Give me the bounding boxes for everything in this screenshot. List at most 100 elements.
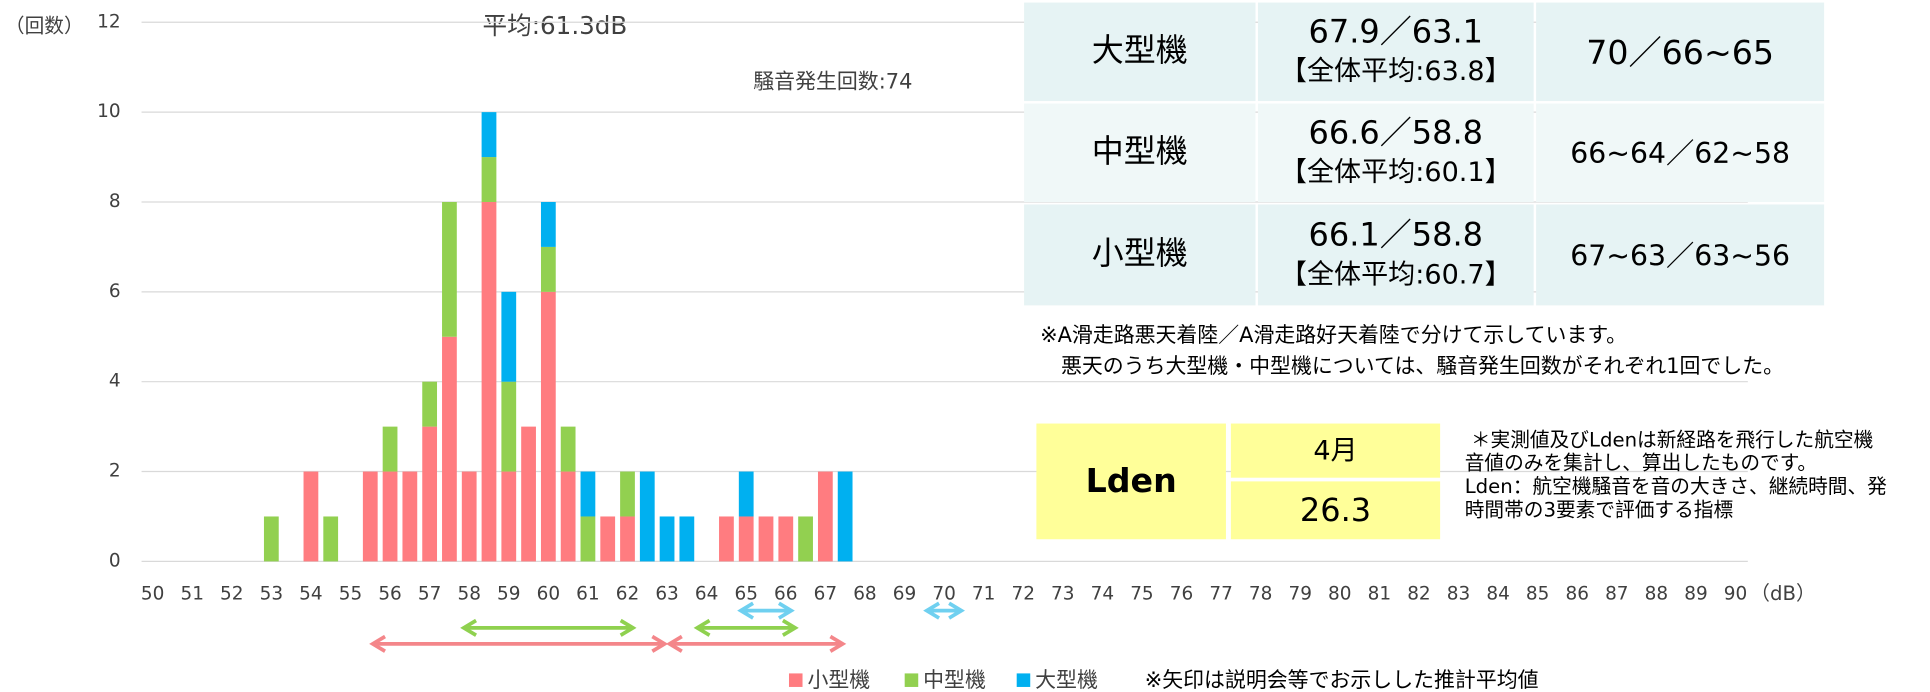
bar-segment [798,516,813,562]
x-tick-label: 54 [299,584,322,605]
x-tick-label: 79 [1288,584,1311,605]
x-tick-label: 57 [418,584,441,605]
bar-segment [679,516,695,562]
overall-average: 【全体平均:60.7】 [1280,259,1512,290]
arrow-head [923,601,941,620]
x-tick-label: 78 [1249,584,1272,605]
table-cell [1024,2,1256,102]
arrow-head [948,601,965,620]
table-cell [1536,204,1825,306]
bar-segment [580,471,596,517]
bar-segment [817,471,833,562]
bar-segment [422,381,438,427]
x-tick-label: 80 [1328,584,1351,605]
measured-value: 66.6／58.8 [1309,113,1484,151]
bar-segment [659,516,675,562]
x-tick-label: 66 [774,584,797,605]
bar-segment [540,201,556,247]
x-tick-label: 68 [853,584,876,605]
y-unit: （回数） [5,15,84,38]
bar-segment [521,426,536,562]
x-tick-label: 77 [1209,584,1232,605]
x-tick-label: 50 [141,584,164,605]
x-tick-label: 59 [497,584,520,605]
arrow-head [619,618,637,637]
range-arrow [737,601,795,620]
average-label: 平均:61.3dB [483,11,628,40]
table-cell [1257,204,1534,306]
x-tick-label: 67 [814,584,837,605]
x-tick-label: 76 [1170,584,1193,605]
x-tick-label: 73 [1051,584,1074,605]
measured-value: 66.1／58.8 [1309,215,1484,253]
bar-segment [382,426,398,472]
bar-segment [362,471,378,562]
y-tick-label: 0 [109,550,121,571]
x-tick-label: 89 [1684,584,1707,605]
range-arrow [460,618,637,637]
lden-label: Lden [1086,461,1177,500]
estimate: 70／66~65 [1586,33,1774,72]
side-note: 音値のみを集計し、算出したものです。 [1465,452,1817,475]
x-tick-label: 63 [655,584,678,605]
range-arrow [665,634,847,653]
arrow-head [829,634,847,653]
bar-segment [442,201,457,337]
bar-segment [580,516,596,562]
x-tick-label: 70 [932,584,955,605]
table-cell [1257,103,1534,202]
bar-segment [501,381,517,472]
note: ※A滑走路悪天着陸／A滑走路好天着陸で分けて示しています。 [1040,323,1627,347]
x-tick-label: 71 [972,584,995,605]
estimate: 67~63／63~56 [1570,239,1790,272]
x-tick-label: 82 [1407,584,1430,605]
legend-swatch [904,673,919,687]
x-tick-label: 87 [1605,584,1628,605]
row-label: 小型機 [1092,234,1188,272]
x-tick-label: 65 [734,584,757,605]
x-tick-label: 69 [893,584,916,605]
bar-segment [639,471,655,562]
lden-cell [1036,423,1226,540]
x-tick-label: 58 [457,584,480,605]
measured-value: 67.9／63.1 [1309,12,1484,50]
x-tick-label: 85 [1526,584,1549,605]
lden-month: 4月 [1313,435,1357,466]
x-tick-label: 56 [378,584,401,605]
x-tick-label: 75 [1130,584,1153,605]
side-note: Lden：航空機騒音を音の大きさ、継続時間、発 [1465,475,1887,498]
x-tick-label: 86 [1565,584,1588,605]
y-tick-label: 4 [109,371,121,392]
x-tick-label: 81 [1368,584,1391,605]
x-unit: （dB） [1750,582,1815,605]
lden-cell [1230,481,1441,540]
bar-segment [540,246,556,292]
y-tick-label: 12 [97,11,120,32]
x-tick-label: 52 [220,584,243,605]
x-tick-label: 64 [695,584,718,605]
arrow-head [737,601,755,620]
bar-segment [560,426,576,472]
arrow-head [665,634,683,653]
x-tick-label: 60 [537,584,560,605]
legend-swatch [788,673,803,687]
x-tick-label: 90 [1724,584,1747,605]
arrow-head [369,634,386,653]
x-tick-label: 84 [1486,584,1509,605]
x-tick-label: 53 [260,584,283,605]
bar-segment [719,516,734,562]
bar-segment [402,471,418,562]
legend-label: 大型機 [1035,668,1098,692]
legend-label: 中型機 [923,668,986,692]
bar-segment [481,157,497,202]
table-cell [1536,2,1825,102]
x-tick-label: 74 [1091,584,1114,605]
bar-segment [501,471,517,562]
overall-average: 【全体平均:60.1】 [1280,157,1512,188]
x-tick-label: 61 [576,584,599,605]
y-tick-label: 2 [109,461,121,482]
table-cell [1024,204,1256,306]
range-arrow [369,634,669,653]
x-tick-label: 72 [1011,584,1034,605]
